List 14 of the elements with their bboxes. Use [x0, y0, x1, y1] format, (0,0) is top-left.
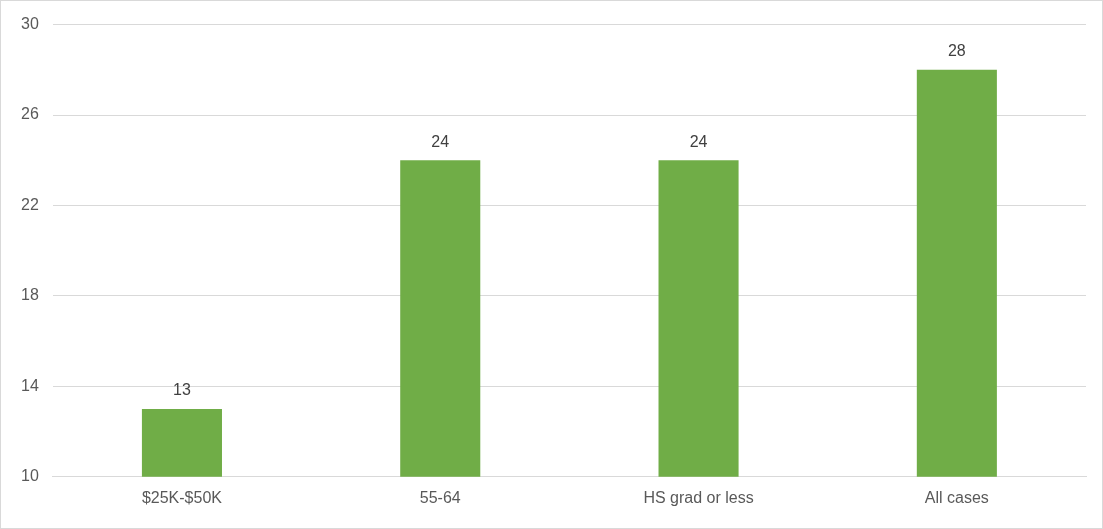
x-tick-label: HS grad or less: [643, 488, 754, 506]
y-tick-label: 10: [21, 467, 39, 485]
y-tick-label: 26: [21, 105, 39, 123]
y-tick-label: 18: [21, 286, 39, 304]
x-tick-label: All cases: [924, 488, 989, 506]
y-tick-label: 22: [21, 195, 39, 213]
x-tick-label: 55-64: [419, 488, 461, 506]
data-label: 24: [689, 132, 708, 150]
y-tick-label: 14: [21, 376, 39, 394]
y-tick-label: 30: [21, 15, 39, 33]
data-label: 13: [173, 381, 191, 399]
data-label: 28: [947, 42, 966, 60]
x-tick-label: $25K-$50K: [141, 488, 223, 506]
data-label: 24: [431, 132, 450, 150]
